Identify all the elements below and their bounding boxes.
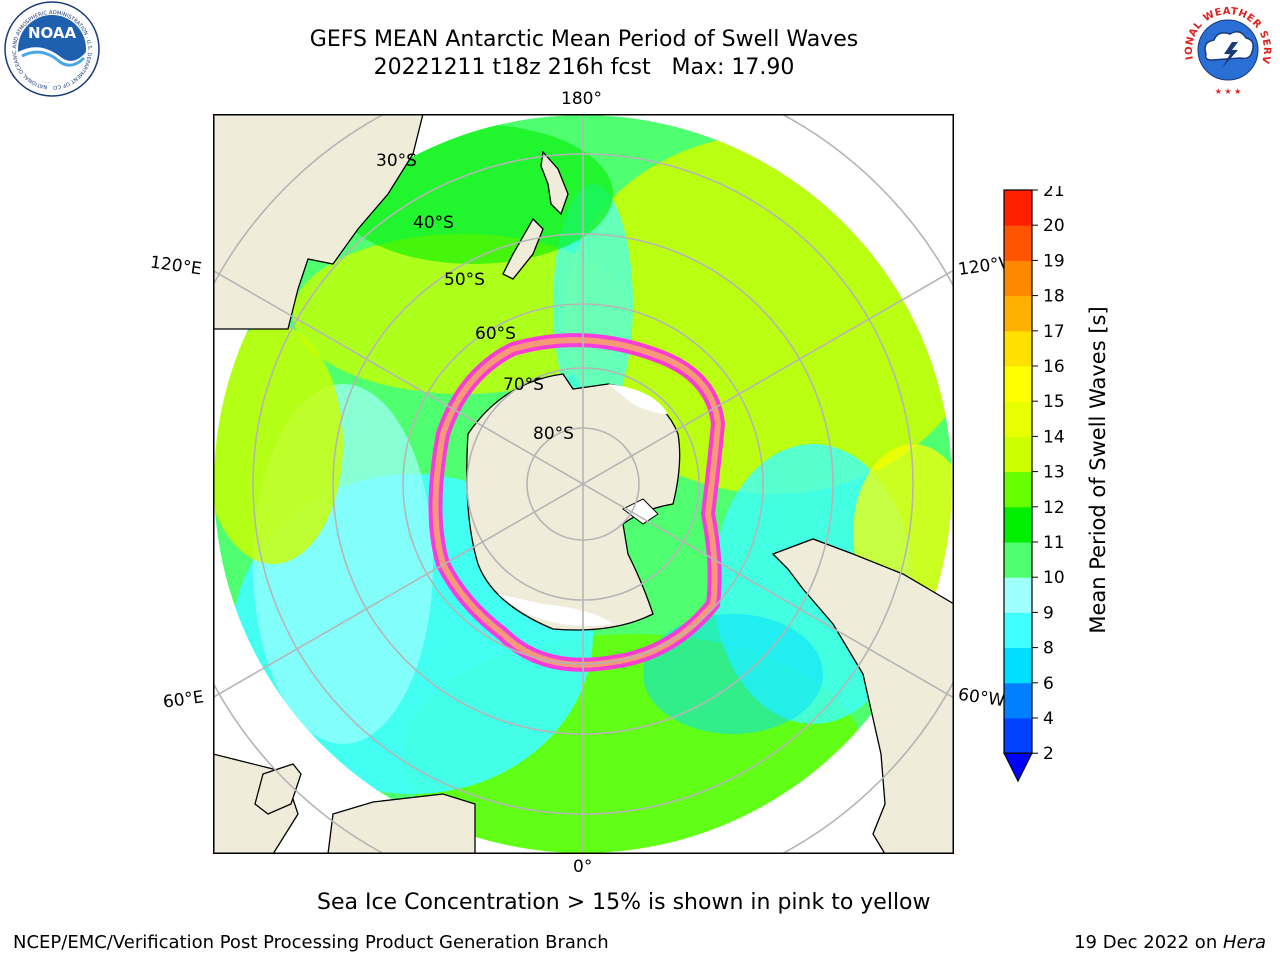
- chart-title: GEFS MEAN Antarctic Mean Period of Swell…: [309, 27, 859, 52]
- colorbar-tick-label: 6: [1043, 674, 1054, 694]
- colorbar-tick-label: 4: [1043, 709, 1054, 729]
- noaa-logo: NOAA NATIONAL OCEANIC AND ATMOSPHERIC AD…: [0, 0, 100, 97]
- lat-label-30S: 30°S: [376, 151, 417, 171]
- sea-ice-ring: [428, 333, 726, 672]
- land-masses: [213, 114, 954, 854]
- svg-text:★ ★ ★: ★ ★ ★: [1215, 87, 1242, 96]
- lon-label-60W: 60°W: [956, 684, 1007, 712]
- colorbar-tick-label: 13: [1043, 463, 1065, 483]
- lon-label-0: 0°: [573, 857, 593, 877]
- colorbar-segment: [1004, 330, 1032, 367]
- colorbar-tick-label: 9: [1043, 603, 1054, 623]
- colorbar-tick-label: 8: [1043, 639, 1054, 659]
- colorbar-segment: [1004, 295, 1032, 332]
- colorbar-tick-label: 11: [1043, 533, 1065, 553]
- lat-label-60S: 60°S: [475, 324, 516, 344]
- chart-subtitle: 20221211 t18z 216h fcst Max: 17.90: [373, 55, 795, 80]
- credit-left: NCEP/EMC/Verification Post Processing Pr…: [13, 932, 609, 953]
- colorbar-segment: [1004, 647, 1032, 684]
- credit-machine: Hera: [1222, 932, 1266, 953]
- colorbar-tick-label: 10: [1043, 568, 1065, 588]
- colorbar-segment: [1004, 577, 1032, 613]
- colorbar-segment: [1004, 506, 1032, 543]
- meridian-60E-120W: [213, 269, 954, 699]
- colorbar-tick-label: 21: [1043, 186, 1065, 201]
- colorbar-segment: [1004, 190, 1032, 226]
- colorbar-segment: [1004, 260, 1032, 297]
- colorbar-segment: [1004, 542, 1032, 578]
- nws-logo: NATIONAL WEATHER SERVICE ★ ★ ★: [1178, 2, 1274, 96]
- colorbar-tick-label: 19: [1043, 251, 1065, 271]
- map-border: [213, 114, 954, 854]
- polar-map: [213, 114, 954, 854]
- lat-label-40S: 40°S: [413, 213, 454, 233]
- colorbar-tick-label: 12: [1043, 498, 1065, 518]
- lat-label-50S: 50°S: [444, 270, 485, 290]
- colorbar-extend-triangle: [1003, 752, 1033, 783]
- colorbar-tick-label: 16: [1043, 357, 1065, 377]
- credit-date: 19 Dec 2022 on: [1074, 932, 1223, 953]
- colorbar-segment: [1004, 436, 1032, 473]
- ocean-field: [214, 115, 952, 853]
- colorbar-tick-label: 18: [1043, 287, 1065, 307]
- colorbar-tick-label: 20: [1043, 216, 1065, 236]
- footnote: Sea Ice Concentration > 15% is shown in …: [317, 890, 931, 915]
- colorbar-segment: [1004, 366, 1032, 402]
- colorbar-segment: [1004, 682, 1032, 719]
- lat-label-80S: 80°S: [533, 424, 574, 444]
- lon-label-60E: 60°E: [161, 687, 206, 713]
- colorbar-segment: [1004, 471, 1032, 508]
- colorbar-tick-label: 17: [1043, 322, 1065, 342]
- colorbar-segment: [1004, 225, 1032, 261]
- graticule: [213, 114, 954, 854]
- credit-right: 19 Dec 2022 on Hera: [1074, 932, 1266, 953]
- colorbar-tick-label: 2: [1043, 744, 1054, 764]
- lon-label-120E: 120°E: [148, 252, 203, 280]
- colorbar-label: Mean Period of Swell Waves [s]: [1086, 306, 1110, 634]
- colorbar-tick-label: 14: [1043, 427, 1065, 447]
- colorbar-segment: [1004, 401, 1032, 437]
- noaa-logo-text: NOAA: [28, 24, 77, 42]
- colorbar-segment: [1004, 612, 1032, 649]
- colorbar-tick-label: 15: [1043, 392, 1065, 412]
- colorbar-segment: [1004, 718, 1032, 754]
- colorbar: 2 4 6 8 9 10 11 12 13 14 15 16 17 18 19 20 21: [1003, 186, 1065, 783]
- lat-label-70S: 70°S: [503, 375, 544, 395]
- lon-label-180: 180°: [561, 89, 602, 109]
